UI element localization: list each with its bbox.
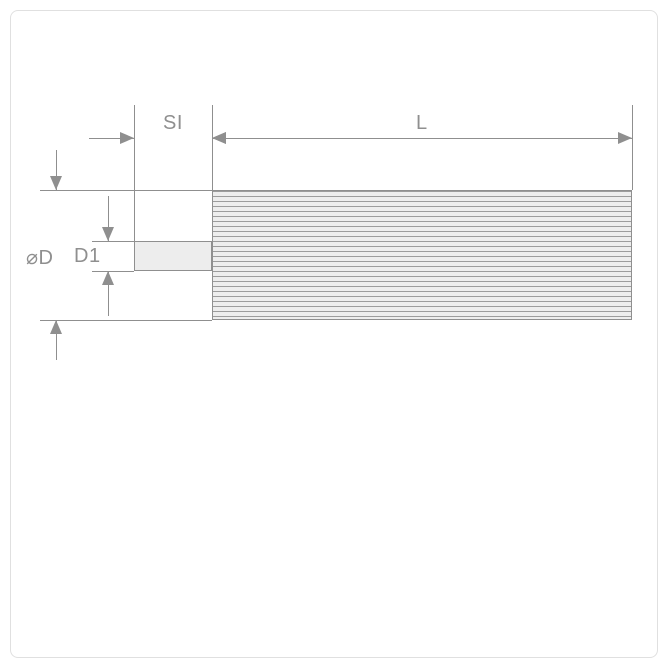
extension-line	[40, 320, 212, 321]
extension-line	[212, 105, 213, 190]
arrow-left-icon	[212, 132, 226, 144]
extension-line	[92, 241, 134, 242]
dimension-label-d1: D1	[74, 245, 101, 268]
dimension-label-l: L	[416, 112, 428, 135]
shaft	[134, 241, 212, 271]
extension-line	[134, 105, 135, 241]
arrow-right-icon	[618, 132, 632, 144]
extension-line	[40, 190, 212, 191]
arrow-down-icon	[102, 227, 114, 241]
dimension-label-si: SI	[163, 112, 183, 135]
extension-line	[632, 105, 633, 190]
toothed-surface	[213, 191, 631, 319]
toothed-cylinder	[212, 190, 632, 320]
dimension-line-l	[212, 138, 632, 139]
arrow-up-icon	[50, 320, 62, 334]
diagram-canvas: SI L ⌀D D1	[0, 0, 670, 670]
frame	[10, 10, 658, 658]
dimension-label-d: ⌀D	[26, 245, 53, 270]
arrow-down-icon	[50, 176, 62, 190]
arrow-right-icon	[120, 132, 134, 144]
arrow-up-icon	[102, 271, 114, 285]
